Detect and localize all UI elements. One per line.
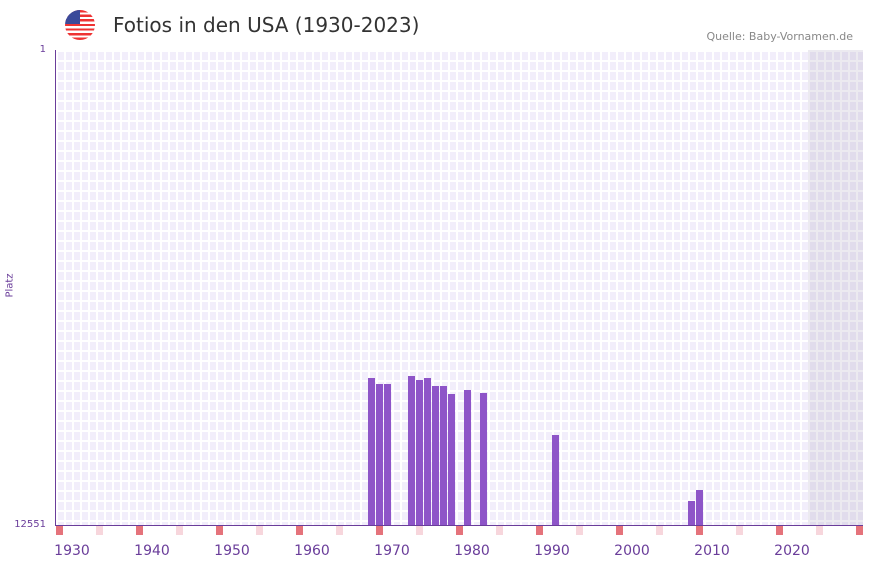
bar-1983[interactable] (480, 392, 487, 525)
x-tick-label: 1990 (534, 543, 570, 559)
decade-marker (776, 526, 783, 535)
bar-1978[interactable] (440, 385, 447, 525)
half-decade-marker (736, 526, 743, 535)
y-tick-label: 1 (39, 44, 46, 55)
bar-1970[interactable] (376, 384, 383, 525)
x-tick-label: 1960 (294, 543, 330, 559)
future-shade (808, 50, 863, 525)
y-axis-title: Platz (4, 273, 16, 298)
plot-area (56, 50, 863, 525)
bar-1975[interactable] (416, 380, 423, 525)
bar-1977[interactable] (432, 385, 439, 525)
half-decade-marker (416, 526, 423, 535)
decade-marker (216, 526, 223, 535)
half-decade-marker (176, 526, 183, 535)
y-axis (55, 50, 56, 526)
half-decade-marker (256, 526, 263, 535)
x-tick-label: 1950 (214, 543, 250, 559)
decade-marker (536, 526, 543, 535)
bar-1976[interactable] (424, 377, 431, 525)
decade-marker (696, 526, 703, 535)
x-tick-label: 2010 (694, 543, 730, 559)
bar-1974[interactable] (408, 375, 415, 525)
x-tick-label: 1980 (454, 543, 490, 559)
decade-marker (456, 526, 463, 535)
bar-1969[interactable] (368, 377, 375, 525)
x-tick-label: 1940 (134, 543, 170, 559)
usa-flag-icon (65, 10, 95, 40)
decade-marker (376, 526, 383, 535)
x-tick-label: 1970 (374, 543, 410, 559)
half-decade-marker (96, 526, 103, 535)
bar-1971[interactable] (384, 384, 391, 525)
half-decade-marker (656, 526, 663, 535)
half-decade-marker (336, 526, 343, 535)
chart-title: Fotios in den USA (1930-2023) (113, 13, 420, 37)
bar-1981[interactable] (464, 389, 471, 525)
bar-2009[interactable] (688, 501, 695, 525)
bar-2010[interactable] (696, 489, 703, 525)
y-tick-label: 12551 (14, 519, 46, 530)
decade-marker (616, 526, 623, 535)
source-link[interactable]: Quelle: Baby-Vornamen.de (706, 30, 853, 43)
bar-1992[interactable] (552, 434, 559, 525)
half-decade-marker (816, 526, 823, 535)
half-decade-marker (576, 526, 583, 535)
bar-1979[interactable] (448, 394, 455, 525)
x-tick-label: 2020 (774, 543, 810, 559)
decade-marker (296, 526, 303, 535)
x-axis (55, 525, 863, 526)
x-tick-label: 2000 (614, 543, 650, 559)
decade-marker (56, 526, 63, 535)
x-tick-label: 1930 (54, 543, 90, 559)
decade-marker (856, 526, 863, 535)
half-decade-marker (496, 526, 503, 535)
decade-marker (136, 526, 143, 535)
